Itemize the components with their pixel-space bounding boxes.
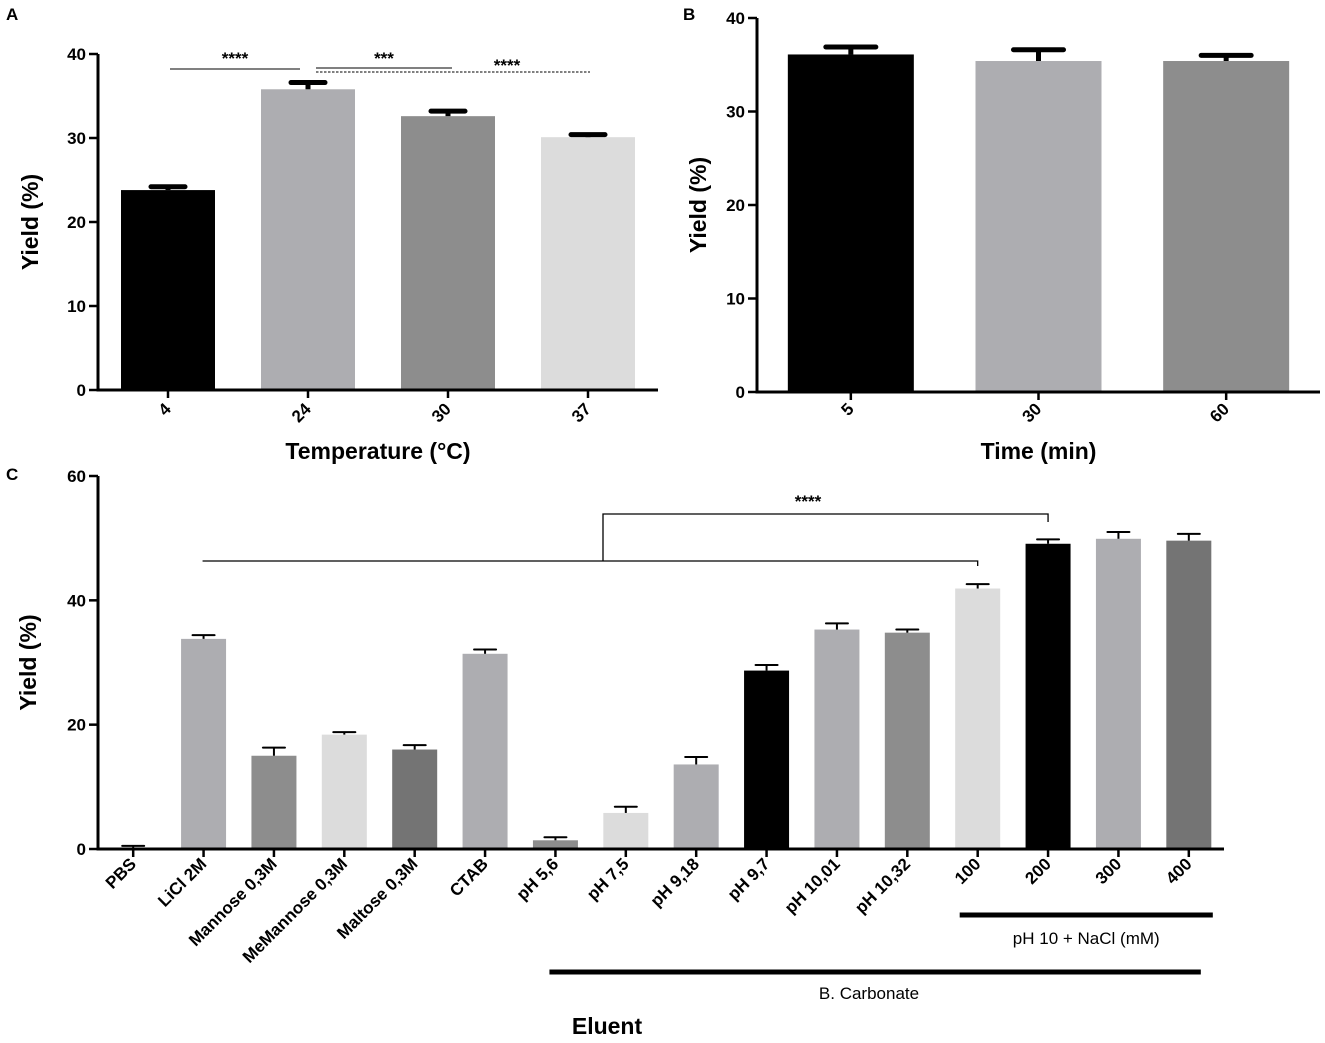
y-tick-label-panel-a-4: 40 [67,45,86,64]
x-tick-label-panel-c-10: pH 10,01 [781,854,844,917]
y-tick-label-panel-a-1: 10 [67,297,86,316]
bar-panel-a-2 [401,116,495,390]
x-axis-label-panel-a: Temperature (°C) [285,438,470,464]
y-tick-label-panel-c-1: 20 [67,716,86,735]
panel-a-chart: 4 24 30 37 0 10 20 30 40 Yield (%) Temperature (°C… [17,45,658,464]
bar-panel-c-5 [462,653,508,849]
panel-a-label: A [6,5,18,24]
bar-panel-c-8 [673,764,719,849]
x-tick-label-panel-c-13: 200 [1021,854,1054,887]
y-tick-label-panel-c-0: 0 [77,840,86,859]
bar-panel-b-0 [787,54,914,393]
y-tick-label-panel-c-3: 60 [67,467,86,486]
y-tick-label-panel-a-3: 30 [67,129,86,148]
group-label-carbonate: B. Carbonate [819,984,919,1003]
y-axis-label-panel-b: Yield (%) [685,157,711,253]
bar-panel-c-7 [603,812,649,849]
x-tick-label-panel-c-11: pH 10,32 [851,854,914,917]
bar-panel-c-14 [1095,538,1141,849]
bar-panel-c-9 [744,670,790,849]
y-tick-label-panel-b-4: 40 [726,9,745,28]
x-tick-label-panel-b-1: 30 [1019,399,1046,426]
y-axis-label-panel-c: Yield (%) [15,614,41,710]
x-tick-label-panel-a-1: 24 [288,399,315,426]
y-tick-label-panel-a-0: 0 [77,381,86,400]
bar-panel-c-15 [1166,540,1212,849]
x-tick-label-panel-c-1: LiCl 2M [154,854,210,910]
x-tick-label-panel-c-15: 400 [1162,854,1195,887]
bar-panel-c-10 [814,629,860,849]
bar-panel-a-0 [121,190,215,390]
bar-panel-c-11 [884,632,930,849]
y-tick-label-panel-b-2: 20 [726,196,745,215]
panel-c-label: C [6,465,18,484]
x-tick-label-panel-c-9: pH 9,7 [724,854,774,904]
significance-bracket-c-lower [202,560,979,566]
x-tick-label-panel-c-8: pH 9,18 [647,854,703,910]
x-tick-label-panel-a-0: 4 [155,399,176,420]
x-tick-label-panel-c-0: PBS [102,854,140,892]
x-tick-label-panel-c-7: pH 7,5 [583,854,633,904]
significance-bracket-c-upper [602,513,1049,561]
y-tick-label-panel-c-2: 40 [67,591,86,610]
bar-panel-a-3 [541,137,635,390]
y-axis-label-panel-a: Yield (%) [17,174,43,270]
x-tick-label-panel-b-0: 5 [838,399,858,419]
x-tick-label-panel-c-6: pH 5,6 [513,854,563,904]
y-tick-label-panel-b-0: 0 [736,383,745,402]
y-tick-label-panel-a-2: 20 [67,213,86,232]
bar-panel-b-2 [1163,61,1290,392]
bar-panel-c-3 [321,734,367,849]
y-tick-label-panel-b-3: 30 [726,103,745,122]
significance-label-a-0: **** [222,49,249,68]
bar-panel-c-2 [251,755,297,849]
bar-panel-a-1 [261,89,355,390]
group-label-nacl: pH 10 + NaCl (mM) [1013,929,1160,948]
bar-panel-b-1 [975,61,1102,392]
significance-label-a-1: *** [374,49,394,68]
bar-panel-c-6 [532,840,578,849]
bar-panel-c-4 [392,749,438,849]
panel-b-label: B [683,5,695,24]
y-tick-label-panel-b-1: 10 [726,290,745,309]
x-axis-label-panel-b: Time (min) [981,438,1097,464]
x-axis-label-panel-c: Eluent [572,1013,643,1038]
significance-label-c: **** [795,492,822,511]
x-tick-label-panel-b-2: 60 [1206,399,1233,426]
x-tick-label-panel-c-5: CTAB [446,854,492,900]
x-tick-label-panel-a-2: 30 [428,399,455,426]
panel-b-chart: 5 30 60 0 10 20 30 40 Yield (%) Time (min) [685,9,1320,464]
significance-label-a-2: **** [494,56,521,75]
bar-panel-c-12 [955,588,1001,849]
bar-panel-c-1 [181,638,227,849]
x-tick-label-panel-c-12: 100 [951,854,984,887]
x-tick-label-panel-a-3: 37 [568,399,595,426]
x-tick-label-panel-c-14: 300 [1092,854,1125,887]
bar-panel-c-13 [1025,543,1071,849]
